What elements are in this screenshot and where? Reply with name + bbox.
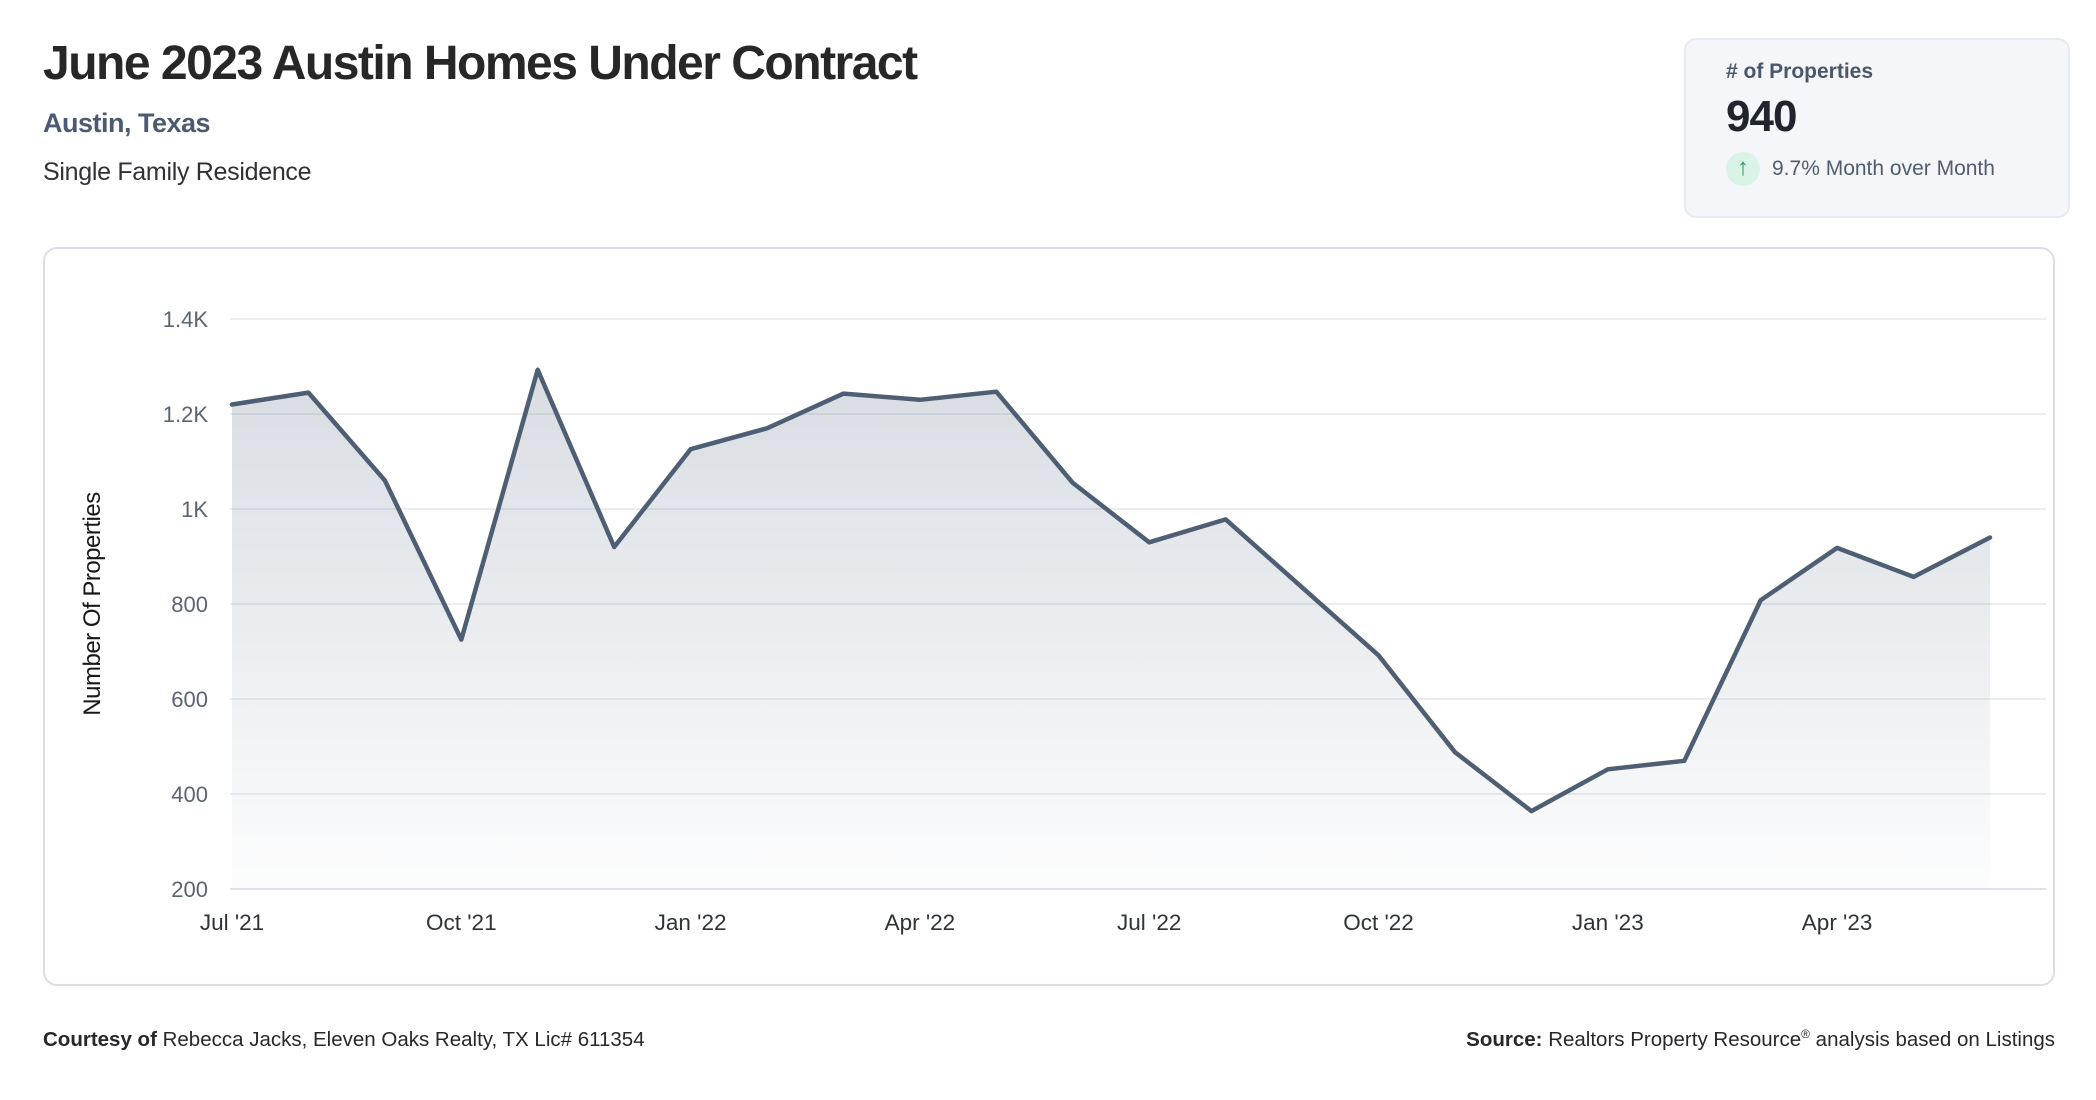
y-tick-label: 1.4K — [163, 307, 209, 332]
area-fill — [232, 369, 1990, 889]
x-tick-label: Jul '22 — [1117, 910, 1181, 935]
y-tick-label: 400 — [171, 782, 208, 807]
y-tick-label: 800 — [171, 592, 208, 617]
stat-label: # of Properties — [1726, 60, 1874, 83]
stat-card: # of Properties 940 ↑ 9.7% Month over Mo… — [1684, 38, 2070, 218]
line-chart: 1.4K 1.2K 1K 800 600 400 200 Jul '21 Oct '21 Jan … — [79, 307, 2046, 935]
arrow-up-icon: ↑ — [1726, 152, 1760, 186]
chart-container: 1.4K 1.2K 1K 800 600 400 200 Jul '21 Oct '21 Jan … — [43, 247, 2055, 986]
x-tick-label: Apr '23 — [1802, 910, 1873, 935]
source-label: Source: — [1466, 1028, 1543, 1051]
x-tick-label: Apr '22 — [885, 910, 956, 935]
y-tick-label: 1K — [181, 497, 208, 522]
y-axis-title: Number Of Properties — [79, 492, 106, 716]
x-tick-label: Oct '22 — [1343, 910, 1414, 935]
y-tick-label: 200 — [171, 877, 208, 902]
trend-row: ↑ 9.7% Month over Month — [1726, 152, 2068, 186]
courtesy-label: Courtesy of — [43, 1028, 157, 1051]
stat-value: 940 — [1726, 92, 1797, 141]
x-tick-label: Jan '22 — [655, 910, 727, 935]
x-tick-label: Jul '21 — [200, 910, 264, 935]
source-text-rest: analysis based on Listings — [1809, 1028, 2055, 1051]
x-tick-label: Jan '23 — [1572, 910, 1644, 935]
header-section: June 2023 Austin Homes Under Contract Au… — [43, 37, 918, 187]
registered-mark: ® — [1801, 1027, 1810, 1042]
courtesy-text: Rebecca Jacks, Eleven Oaks Realty, TX Li… — [156, 1028, 645, 1051]
source-line: Source: Realtors Property Resource® anal… — [1466, 1028, 2055, 1052]
y-tick-label: 600 — [171, 687, 208, 712]
courtesy-line: Courtesy of Rebecca Jacks, Eleven Oaks R… — [43, 1028, 645, 1052]
y-tick-label: 1.2K — [163, 402, 209, 427]
property-type-label: Single Family Residence — [43, 157, 312, 186]
x-tick-label: Oct '21 — [426, 910, 497, 935]
data-line — [229, 367, 1993, 814]
source-text: Realtors Property Resource — [1542, 1028, 1802, 1051]
trend-text: 9.7% Month over Month — [1772, 157, 1995, 180]
location-subtitle: Austin, Texas — [43, 107, 211, 138]
page-title: June 2023 Austin Homes Under Contract — [43, 37, 918, 90]
